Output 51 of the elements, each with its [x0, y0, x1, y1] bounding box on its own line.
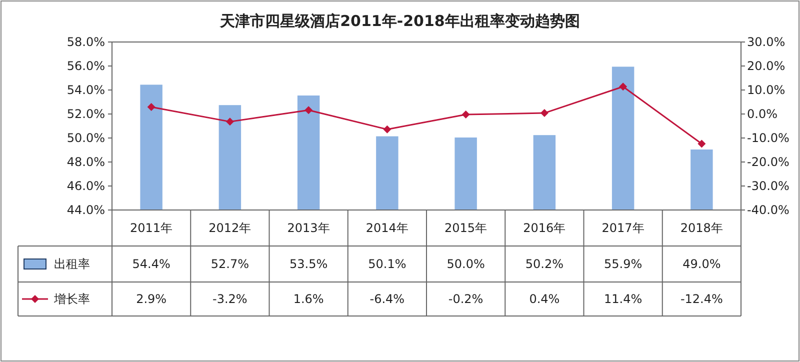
point — [226, 118, 234, 126]
y-tick-label: 50.0% — [66, 131, 105, 146]
y-tick-label: 48.0% — [66, 155, 105, 170]
y2-tick-label: -40.0% — [747, 203, 790, 218]
data-label: 54.4% — [132, 257, 170, 272]
y-tick-label: 52.0% — [66, 107, 105, 122]
y-tick-label: 54.0% — [66, 83, 105, 98]
data-label: 50.1% — [368, 257, 406, 272]
y2-tick-label: -20.0% — [747, 155, 790, 170]
data-label: -12.4% — [680, 292, 723, 306]
x-tick-label: 2014年 — [366, 221, 408, 236]
point — [147, 103, 156, 112]
point — [619, 82, 628, 91]
x-tick-label: 2013年 — [287, 221, 330, 236]
data-label: -6.4% — [370, 292, 405, 306]
y2-tick-label: 20.0% — [747, 59, 786, 74]
chart-title: 天津市四星级酒店2011年-2018年出租率变动趋势图 — [219, 12, 580, 30]
x-tick-label: 2018年 — [680, 221, 723, 236]
data-label: 55.9% — [604, 257, 642, 272]
point — [383, 125, 392, 134]
data-label: 50.0% — [446, 257, 485, 272]
data-label: -3.2% — [212, 292, 248, 306]
data-label: 53.5% — [290, 257, 328, 272]
x-tick-label: 2012年 — [208, 221, 252, 236]
data-label: 0.4% — [529, 292, 560, 306]
y2-tick-label: 10.0% — [747, 83, 786, 98]
x-tick-label: 2016年 — [523, 221, 566, 236]
legend-label: 增长率 — [53, 292, 90, 306]
y2-tick-label: 30.0% — [747, 35, 786, 50]
data-label: 11.4% — [604, 292, 642, 306]
y2-tick-label: 0.0% — [747, 107, 778, 122]
data-label: 1.6% — [293, 292, 324, 306]
y-tick-label: 58.0% — [66, 35, 105, 50]
point — [462, 110, 470, 118]
point — [698, 140, 706, 148]
point — [540, 109, 548, 118]
data-label: 49.0% — [682, 257, 721, 272]
x-tick-label: 2011年 — [130, 221, 173, 236]
y2-tick-label: -30.0% — [747, 179, 790, 194]
y2-tick-label: -10.0% — [747, 131, 790, 146]
data-label: -0.2% — [448, 292, 484, 306]
data-label: 2.9% — [136, 292, 167, 306]
y-tick-label: 46.0% — [66, 179, 105, 194]
x-tick-label: 2017年 — [602, 221, 644, 236]
legend-label: 出租率 — [54, 257, 90, 272]
y-tick-label: 44.0% — [66, 203, 105, 218]
point — [304, 106, 313, 114]
x-tick-label: 2015年 — [444, 221, 488, 236]
data-label: 52.7% — [210, 257, 249, 272]
y-tick-label: 56.0% — [66, 59, 105, 74]
data-label: 50.2% — [525, 257, 564, 272]
